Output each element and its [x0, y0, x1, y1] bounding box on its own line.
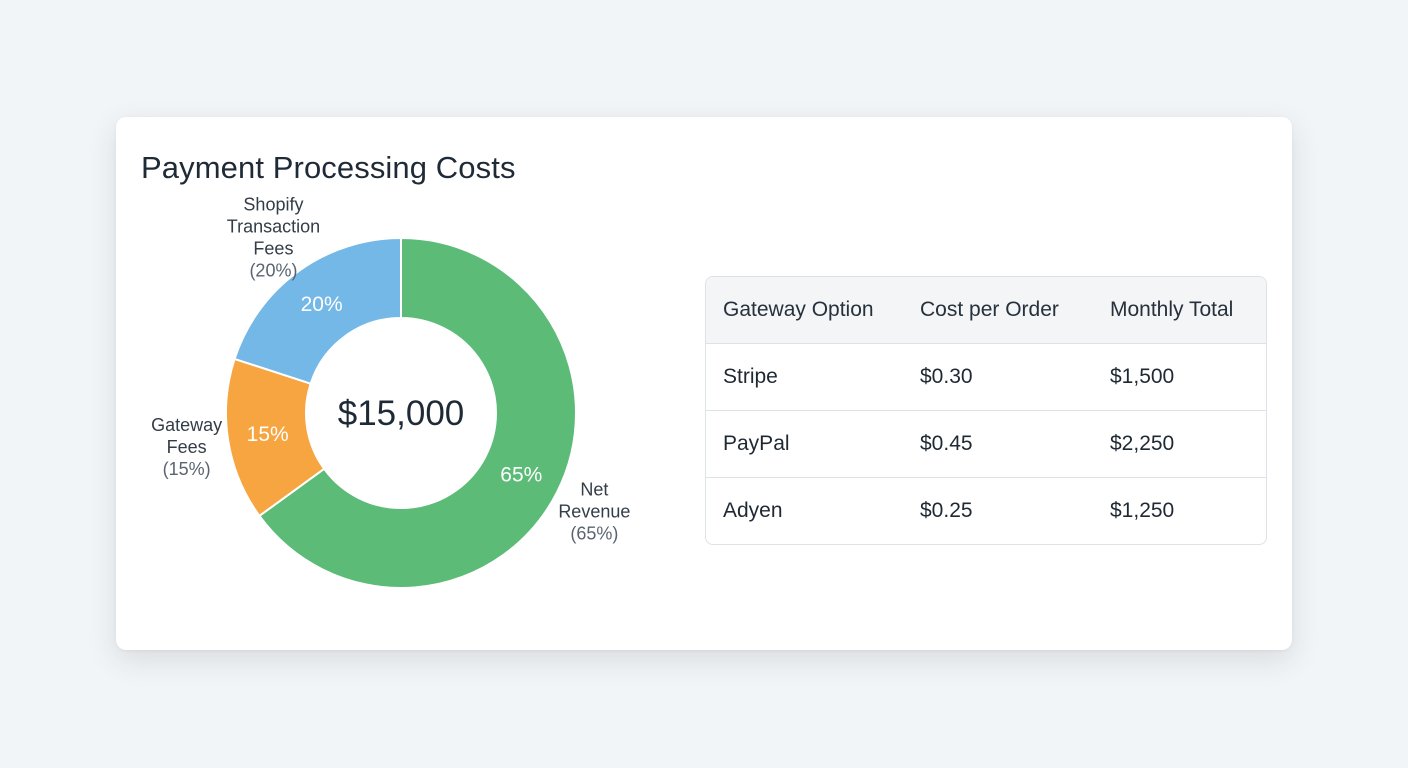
payment-costs-card: Payment Processing Costs 65% Net Revenue (6…: [116, 117, 1292, 650]
legend-name-line: Fees: [253, 238, 293, 258]
cost-per-order-cell: $0.45: [903, 410, 1093, 478]
legend-name-line: Gateway: [151, 415, 222, 435]
donut-slice-net-revenue: [258, 236, 577, 589]
table-row: PayPal $0.45 $2,250: [706, 410, 1266, 478]
cost-per-order-cell: $0.25: [903, 477, 1093, 544]
legend-name-line: Revenue: [558, 502, 630, 522]
gateway-name-cell: PayPal: [706, 410, 903, 478]
table-row: Stripe $0.30 $1,500: [706, 343, 1266, 411]
slice-percent-label: 20%: [301, 293, 343, 316]
monthly-total-cell: $2,250: [1093, 410, 1266, 478]
table-row: Adyen $0.25 $1,250: [706, 477, 1266, 544]
table-header-row: Gateway Option Cost per Order Monthly To…: [706, 277, 1266, 344]
cost-per-order-cell: $0.30: [903, 343, 1093, 411]
monthly-total-cell: $1,500: [1093, 343, 1266, 411]
legend-percent: (15%): [163, 459, 211, 479]
monthly-total-cell: $1,250: [1093, 477, 1266, 544]
legend-name-line: Fees: [167, 437, 207, 457]
legend-percent: (65%): [570, 524, 618, 544]
slice-legend-label: Gateway Fees (15%): [151, 415, 222, 479]
legend-name-line: Shopify: [243, 194, 303, 214]
donut-chart: 65%Net Revenue (65%)15%Gateway Fees (15%)20%…: [151, 194, 630, 589]
slice-percent-label: 15%: [247, 423, 289, 446]
column-header-cost-per-order: Cost per Order: [903, 277, 1093, 344]
gateway-name-cell: Stripe: [706, 343, 903, 411]
legend-percent: (20%): [249, 260, 297, 280]
gateway-cost-table: Gateway Option Cost per Order Monthly To…: [706, 277, 1266, 544]
legend-name-line: Net: [580, 480, 608, 500]
card-title: Payment Processing Costs: [141, 150, 516, 185]
slice-legend-label: Shopify Transaction Fees (20%): [227, 194, 320, 280]
legend-name-line: Transaction: [227, 216, 320, 236]
donut-center-total: $15,000: [338, 394, 465, 433]
slice-legend-label: Net Revenue (65%): [558, 480, 630, 544]
gateway-name-cell: Adyen: [706, 477, 903, 544]
gateway-cost-table-container: Gateway Option Cost per Order Monthly To…: [705, 276, 1267, 545]
slice-percent-label: 65%: [500, 463, 542, 486]
column-header-gateway-option: Gateway Option: [706, 277, 903, 344]
donut-slice-shopify-transaction-fees: [233, 236, 402, 385]
column-header-monthly-total: Monthly Total: [1093, 277, 1266, 344]
